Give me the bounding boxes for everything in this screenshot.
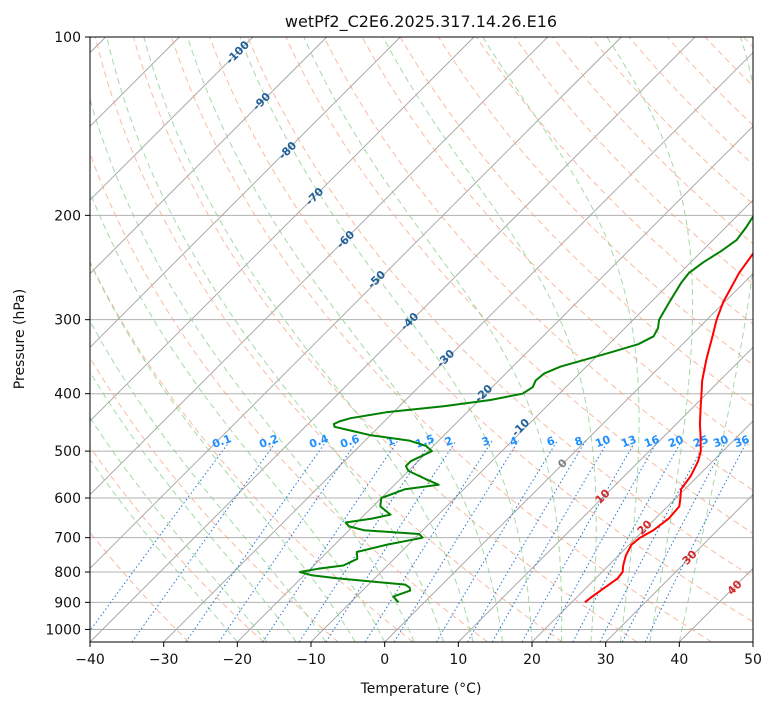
y-tick-label: 500 xyxy=(54,444,81,460)
mixing-ratio-label: 20 xyxy=(666,433,685,451)
dry-adiabat xyxy=(90,260,414,642)
temperature-profile xyxy=(584,251,753,604)
mixing-ratio-label: 36 xyxy=(732,433,751,451)
mixing-ratio-label: 4 xyxy=(508,434,520,449)
dry-adiabat xyxy=(323,37,753,491)
y-tick-label: 400 xyxy=(54,387,81,403)
dry-adiabat xyxy=(90,446,264,642)
dewpoint-profile xyxy=(298,214,753,603)
y-tick-label: 300 xyxy=(54,313,81,329)
isotherm-line xyxy=(90,37,401,348)
x-tick-label: −10 xyxy=(296,652,326,668)
mixing-ratio-line xyxy=(435,440,558,642)
moist-adiabat xyxy=(239,37,533,642)
mixing-ratio-line xyxy=(131,440,278,642)
moist-adiabat xyxy=(90,416,268,642)
x-tick-label: −20 xyxy=(223,652,253,668)
y-tick-label: 800 xyxy=(54,565,81,581)
isotherm-line xyxy=(605,494,753,642)
mixing-ratio-line xyxy=(491,440,609,642)
dry-adiabat xyxy=(209,37,753,623)
moist-adiabat xyxy=(678,37,753,642)
moist-adiabat xyxy=(382,37,597,642)
moist-adiabat xyxy=(90,320,327,642)
x-tick-label: −30 xyxy=(149,652,179,668)
y-tick-label: 100 xyxy=(54,30,81,46)
dry-adiabat xyxy=(514,37,753,285)
mixing-ratio-line xyxy=(467,440,587,642)
mixing-ratio-label: 1.5 xyxy=(413,432,436,451)
x-axis-label: Temperature (°C) xyxy=(360,681,482,697)
isotherm-line xyxy=(163,52,753,642)
moist-adiabat xyxy=(90,261,356,642)
dry-adiabat xyxy=(476,37,753,325)
x-tick-label: −40 xyxy=(75,652,105,668)
mixing-ratio-line xyxy=(644,440,748,642)
y-tick-label: 1000 xyxy=(45,622,81,638)
dry-adiabat xyxy=(399,37,753,407)
y-tick-label: 200 xyxy=(54,208,81,224)
isotherm-line xyxy=(90,37,696,642)
mixing-ratio-label: 1 xyxy=(385,434,397,449)
mixing-ratio-label: 0.2 xyxy=(257,432,280,451)
mixing-ratio-label: 0.4 xyxy=(307,432,330,451)
chart-title: wetPf2_C2E6.2025.317.14.26.E16 xyxy=(285,12,557,32)
moist-adiabat xyxy=(187,37,503,642)
mixing-ratio-label: 13 xyxy=(619,433,638,450)
moist-adiabat xyxy=(106,37,445,642)
x-tick-label: 50 xyxy=(744,652,762,668)
moist-adiabat xyxy=(90,97,415,642)
dry-adiabat xyxy=(247,37,753,578)
isotherm-line xyxy=(90,37,622,569)
y-tick-label: 900 xyxy=(54,595,81,611)
isotherm-line xyxy=(90,37,548,496)
mixing-ratio-label: 16 xyxy=(642,433,661,451)
moist-adiabat xyxy=(90,370,297,642)
mixing-ratio-label: 10 xyxy=(593,433,612,451)
x-tick-label: 20 xyxy=(523,652,541,668)
mixing-ratio-label: 6 xyxy=(545,434,557,449)
isotherm-line xyxy=(384,273,753,642)
mixing-ratio-line xyxy=(185,440,328,642)
moist-adiabat xyxy=(90,458,238,642)
x-tick-label: 40 xyxy=(670,652,688,668)
isotherm-line xyxy=(458,346,753,642)
isotherm-line xyxy=(90,37,254,201)
moist-adiabat xyxy=(606,37,694,642)
moist-adiabat xyxy=(90,190,386,642)
mixing-ratio-line xyxy=(364,440,493,642)
mixing-ratio-label: 2 xyxy=(443,434,455,449)
mixing-ratio-label: 0.6 xyxy=(338,432,361,451)
x-tick-label: 0 xyxy=(380,652,389,668)
dry-adiabat xyxy=(361,37,753,449)
isotherm-line xyxy=(90,37,475,422)
dry-adiabat xyxy=(132,37,638,642)
y-tick-label: 700 xyxy=(54,531,81,547)
moist-adiabat xyxy=(482,37,640,642)
mixing-ratio-line xyxy=(521,440,637,642)
mixing-ratio-label: 3 xyxy=(480,434,492,449)
mixing-ratio-label: 30 xyxy=(711,433,730,451)
x-tick-label: 30 xyxy=(597,652,615,668)
mixing-ratio-line xyxy=(572,440,683,642)
mixing-ratio-line xyxy=(545,440,659,642)
y-tick-label: 600 xyxy=(54,491,81,507)
moist-adiabat xyxy=(303,37,563,642)
plot-frame xyxy=(89,36,754,643)
isotherm-line xyxy=(90,37,327,275)
dry-adiabat xyxy=(94,37,563,642)
mixing-ratio-line xyxy=(90,440,231,632)
moist-adiabat xyxy=(143,37,474,642)
isotherm-line xyxy=(237,125,753,642)
mixing-ratio-label: 8 xyxy=(573,434,585,449)
dry-adiabat xyxy=(628,37,753,166)
isotherm-line xyxy=(531,420,753,642)
x-tick-label: 10 xyxy=(449,652,467,668)
mixing-ratio-line xyxy=(393,440,520,642)
mixing-ratio-label: 0.1 xyxy=(210,432,233,451)
mixing-ratio-line xyxy=(262,440,399,642)
y-axis-label: Pressure (hPa) xyxy=(12,289,28,389)
